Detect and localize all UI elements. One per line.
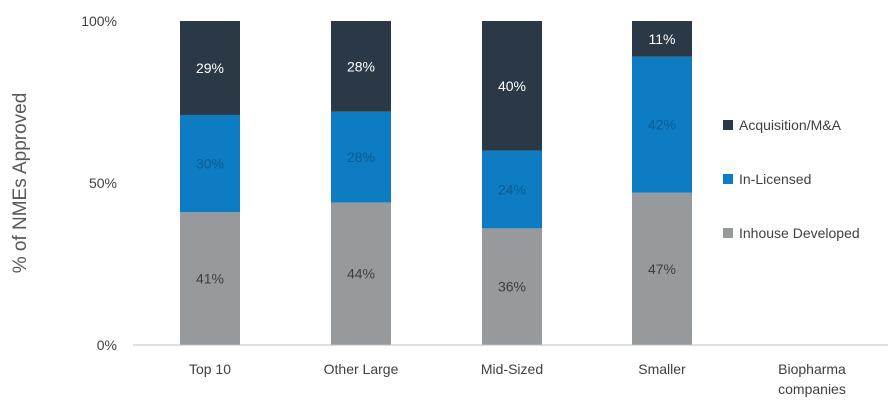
y-tick-label: 100% (81, 13, 117, 29)
bar-data-label: 44% (347, 266, 375, 282)
bar-segment (180, 21, 240, 115)
bar-data-label: 29% (196, 60, 224, 76)
bar-segment (180, 212, 240, 345)
bar-data-label: 28% (347, 149, 375, 165)
bar-segment (331, 21, 391, 112)
legend-swatch (723, 228, 733, 238)
y-axis-title-group: % of NMEs Approved (10, 93, 31, 274)
x-category-label: Smaller (638, 361, 686, 377)
bar-segment (331, 202, 391, 345)
bar-segment (482, 228, 542, 345)
bar-segment (482, 21, 542, 151)
bar-segment (180, 114, 240, 213)
bar-data-label: 47% (648, 261, 676, 277)
legend-label: Acquisition/M&A (739, 117, 842, 133)
y-axis-title: % of NMEs Approved (10, 93, 31, 274)
bar-data-label: 24% (498, 181, 526, 197)
bars: 41% 30% 29% 44% 28% 28% 36% 24% 40% 47% 42% 11% (180, 21, 692, 345)
bar-data-label: 41% (196, 271, 224, 287)
x-category-label: Top 10 (189, 361, 231, 377)
y-tick-label: 0% (97, 337, 117, 353)
bar-data-label: 40% (498, 78, 526, 94)
bar-segment (632, 56, 692, 193)
legend-swatch (723, 120, 733, 130)
legend-swatch (723, 174, 733, 184)
x-axis-footer-label: companies (778, 381, 846, 397)
legend-label: Inhouse Developed (739, 225, 860, 241)
y-tick-label: 50% (89, 175, 117, 191)
bar-data-label: 42% (648, 117, 676, 133)
y-axis-ticks: 0% 50% 100% (81, 13, 117, 353)
bar-data-label: 11% (649, 31, 676, 47)
x-category-label: Other Large (324, 361, 399, 377)
x-axis-categories: Top 10 Other Large Mid-Sized Smaller Biophar… (189, 361, 846, 397)
bar-data-label: 36% (498, 279, 526, 295)
x-axis-footer-label: Biopharma (778, 361, 846, 377)
bar-data-label: 28% (347, 58, 375, 74)
bar-segment (632, 192, 692, 345)
legend: Acquisition/M&A In-Licensed Inhouse Develo… (723, 117, 860, 241)
bar-segment (482, 150, 542, 229)
x-category-label: Mid-Sized (481, 361, 543, 377)
bar-segment (632, 21, 692, 57)
bar-data-label: 30% (196, 156, 224, 172)
bar-segment (331, 111, 391, 203)
legend-label: In-Licensed (739, 171, 811, 187)
